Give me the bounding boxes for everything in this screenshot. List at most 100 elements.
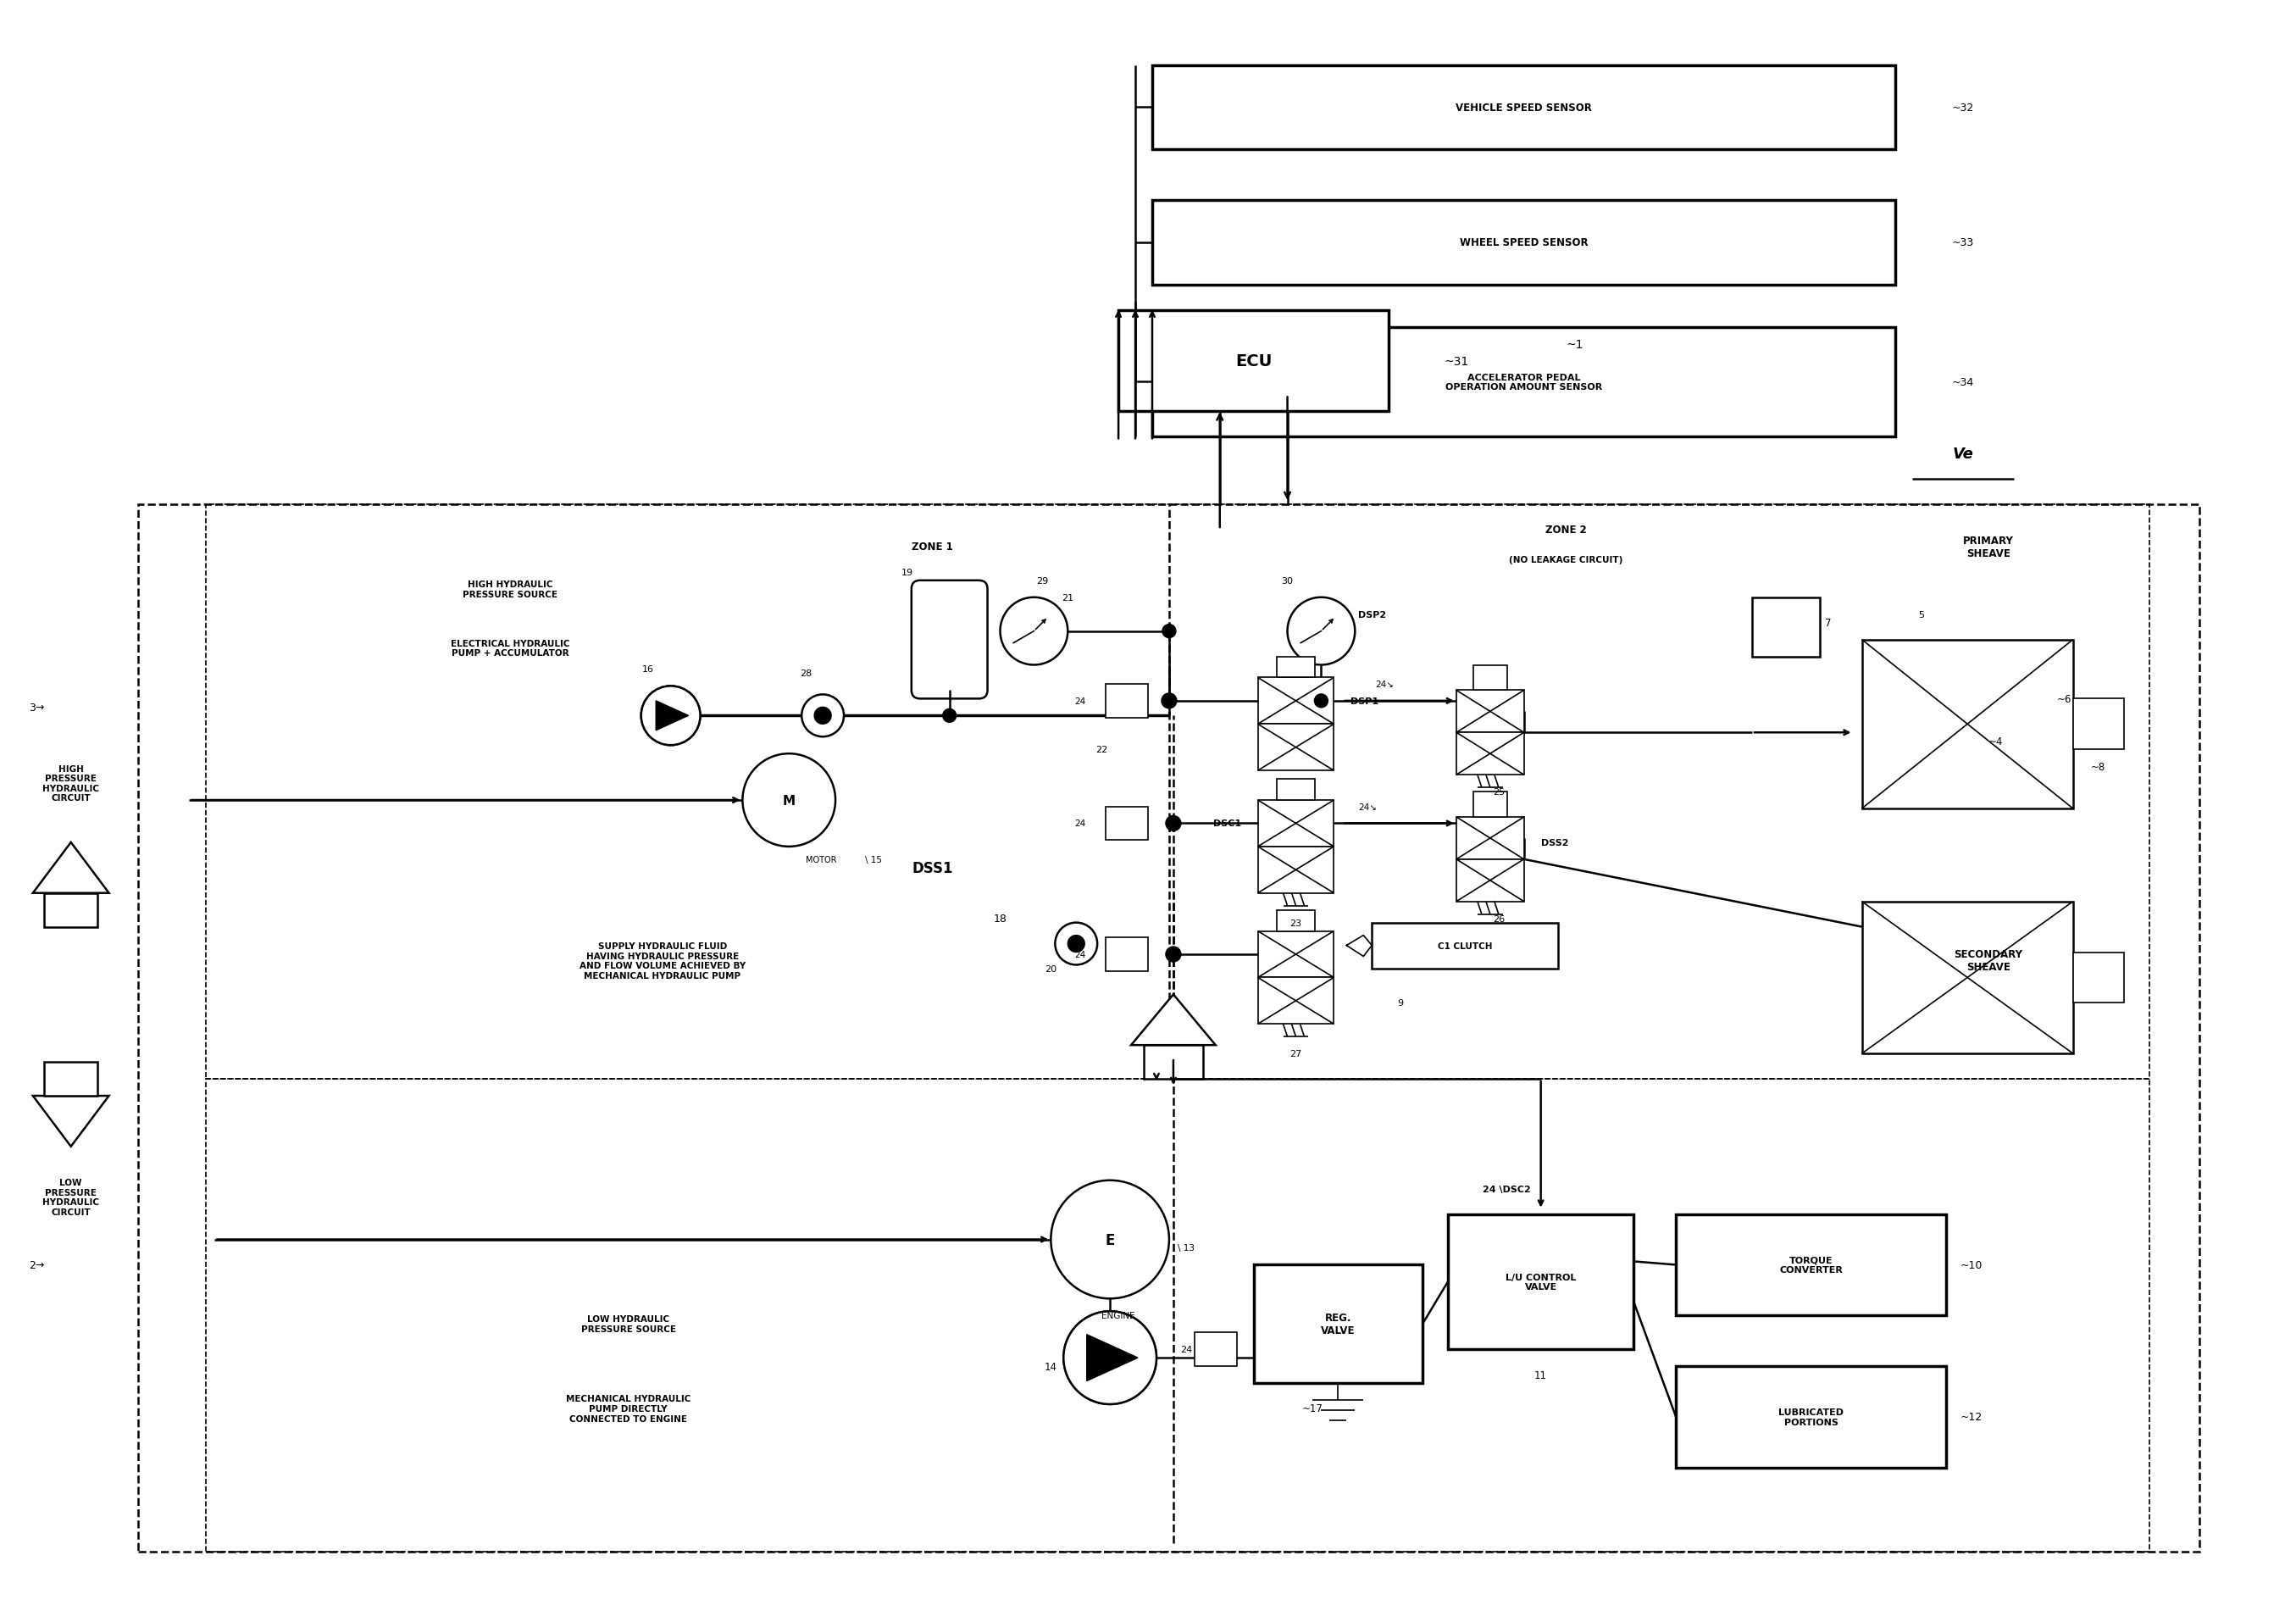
Circle shape [815,707,831,725]
Bar [1258,725,1334,770]
Bar [1277,779,1316,800]
Bar [1153,201,1896,285]
Circle shape [1001,599,1068,665]
Text: 24: 24 [1180,1345,1192,1354]
Bar [1118,310,1389,412]
Circle shape [801,694,845,736]
Text: 11: 11 [1534,1369,1548,1380]
Text: ~33: ~33 [1952,237,1975,248]
Text: 21: 21 [1061,594,1075,602]
Text: ~17: ~17 [1302,1403,1322,1414]
Bar [1862,902,2073,1054]
Text: 9: 9 [1398,999,1403,1007]
Circle shape [1056,923,1097,965]
Text: 29: 29 [1035,577,1049,586]
Bar [2073,952,2124,1002]
Text: ECU: ECU [1235,354,1272,370]
Text: 25: 25 [1492,788,1504,796]
Bar [1752,599,1821,657]
Text: 20: 20 [1045,965,1056,973]
Text: 30: 30 [1281,577,1293,586]
Bar [1277,657,1316,678]
Text: 14: 14 [1045,1361,1056,1372]
Text: ZONE 2: ZONE 2 [1545,524,1587,535]
Text: ~34: ~34 [1952,376,1975,388]
Bar [1107,806,1148,840]
Bar [1676,1215,1947,1315]
Bar [1258,847,1334,894]
Bar [1258,800,1334,847]
Text: DSS2: DSS2 [1541,839,1568,847]
Bar [207,504,2149,1079]
Text: 18: 18 [994,913,1008,925]
Polygon shape [32,1096,108,1147]
Text: E: E [1104,1233,1116,1247]
Bar [1373,923,1557,970]
Bar [1153,328,1896,438]
Text: ~12: ~12 [1961,1411,1984,1422]
Circle shape [1166,947,1180,962]
Bar [1456,860,1525,902]
Polygon shape [657,701,689,732]
FancyBboxPatch shape [912,581,987,699]
Text: \ 15: \ 15 [866,855,882,865]
Text: LOW
PRESSURE
HYDRAULIC
CIRCUIT: LOW PRESSURE HYDRAULIC CIRCUIT [44,1179,99,1216]
Circle shape [944,709,955,723]
Text: 24: 24 [1075,819,1086,827]
Circle shape [641,686,700,746]
Circle shape [1166,816,1180,830]
Text: SECONDARY
SHEAVE: SECONDARY SHEAVE [1954,949,2023,973]
Text: ~31: ~31 [1444,355,1469,367]
Text: ~32: ~32 [1952,102,1975,114]
Circle shape [1063,1312,1157,1405]
Circle shape [1288,599,1355,665]
Text: 24: 24 [1075,697,1086,706]
Bar [1254,1265,1424,1384]
Bar [1456,691,1525,733]
Polygon shape [32,843,108,894]
Text: L/U CONTROL
VALVE: L/U CONTROL VALVE [1506,1273,1575,1291]
Text: 5: 5 [1917,610,1924,620]
Text: REG.
VALVE: REG. VALVE [1320,1312,1355,1337]
Bar [1474,665,1506,691]
Polygon shape [1086,1335,1139,1380]
Bar [1862,641,2073,809]
Text: DSP1: DSP1 [1350,697,1380,706]
Text: ZONE 1: ZONE 1 [912,542,953,553]
Text: HIGH
PRESSURE
HYDRAULIC
CIRCUIT: HIGH PRESSURE HYDRAULIC CIRCUIT [44,764,99,803]
Circle shape [641,686,700,746]
Bar [1194,1333,1238,1366]
Bar [1258,678,1334,725]
Polygon shape [1143,1045,1203,1079]
Circle shape [1162,694,1178,709]
Circle shape [1063,1312,1157,1405]
Text: ~1: ~1 [1566,339,1584,350]
Text: C1 CLUTCH: C1 CLUTCH [1437,941,1492,950]
Text: 24↘: 24↘ [1375,680,1394,689]
Text: DSS1: DSS1 [912,860,953,876]
Text: ENGINE: ENGINE [1102,1311,1134,1320]
Text: 24: 24 [1075,950,1086,959]
Text: 24 \DSC2: 24 \DSC2 [1483,1184,1531,1194]
Text: 16: 16 [643,665,654,673]
Text: ~6: ~6 [2057,694,2071,704]
Bar [1456,733,1525,775]
Polygon shape [44,894,96,928]
Text: WHEEL SPEED SENSOR: WHEEL SPEED SENSOR [1460,237,1589,248]
Text: 27: 27 [1290,1049,1302,1058]
Circle shape [1052,1181,1169,1299]
Text: 19: 19 [902,568,914,577]
Text: Ve: Ve [1952,446,1975,462]
Text: \ 13: \ 13 [1178,1244,1194,1252]
Text: DSC1: DSC1 [1212,819,1240,827]
Polygon shape [1132,994,1215,1045]
Text: ACCELERATOR PEDAL
OPERATION AMOUNT SENSOR: ACCELERATOR PEDAL OPERATION AMOUNT SENSO… [1446,373,1603,391]
Circle shape [1162,694,1176,707]
Bar [1153,67,1896,151]
Text: 22: 22 [1095,746,1107,754]
Text: ~10: ~10 [1961,1259,1984,1270]
Circle shape [1313,694,1327,707]
Text: VEHICLE SPEED SENSOR: VEHICLE SPEED SENSOR [1456,102,1591,114]
Text: ~8: ~8 [2092,761,2105,772]
Text: 26: 26 [1492,915,1504,923]
